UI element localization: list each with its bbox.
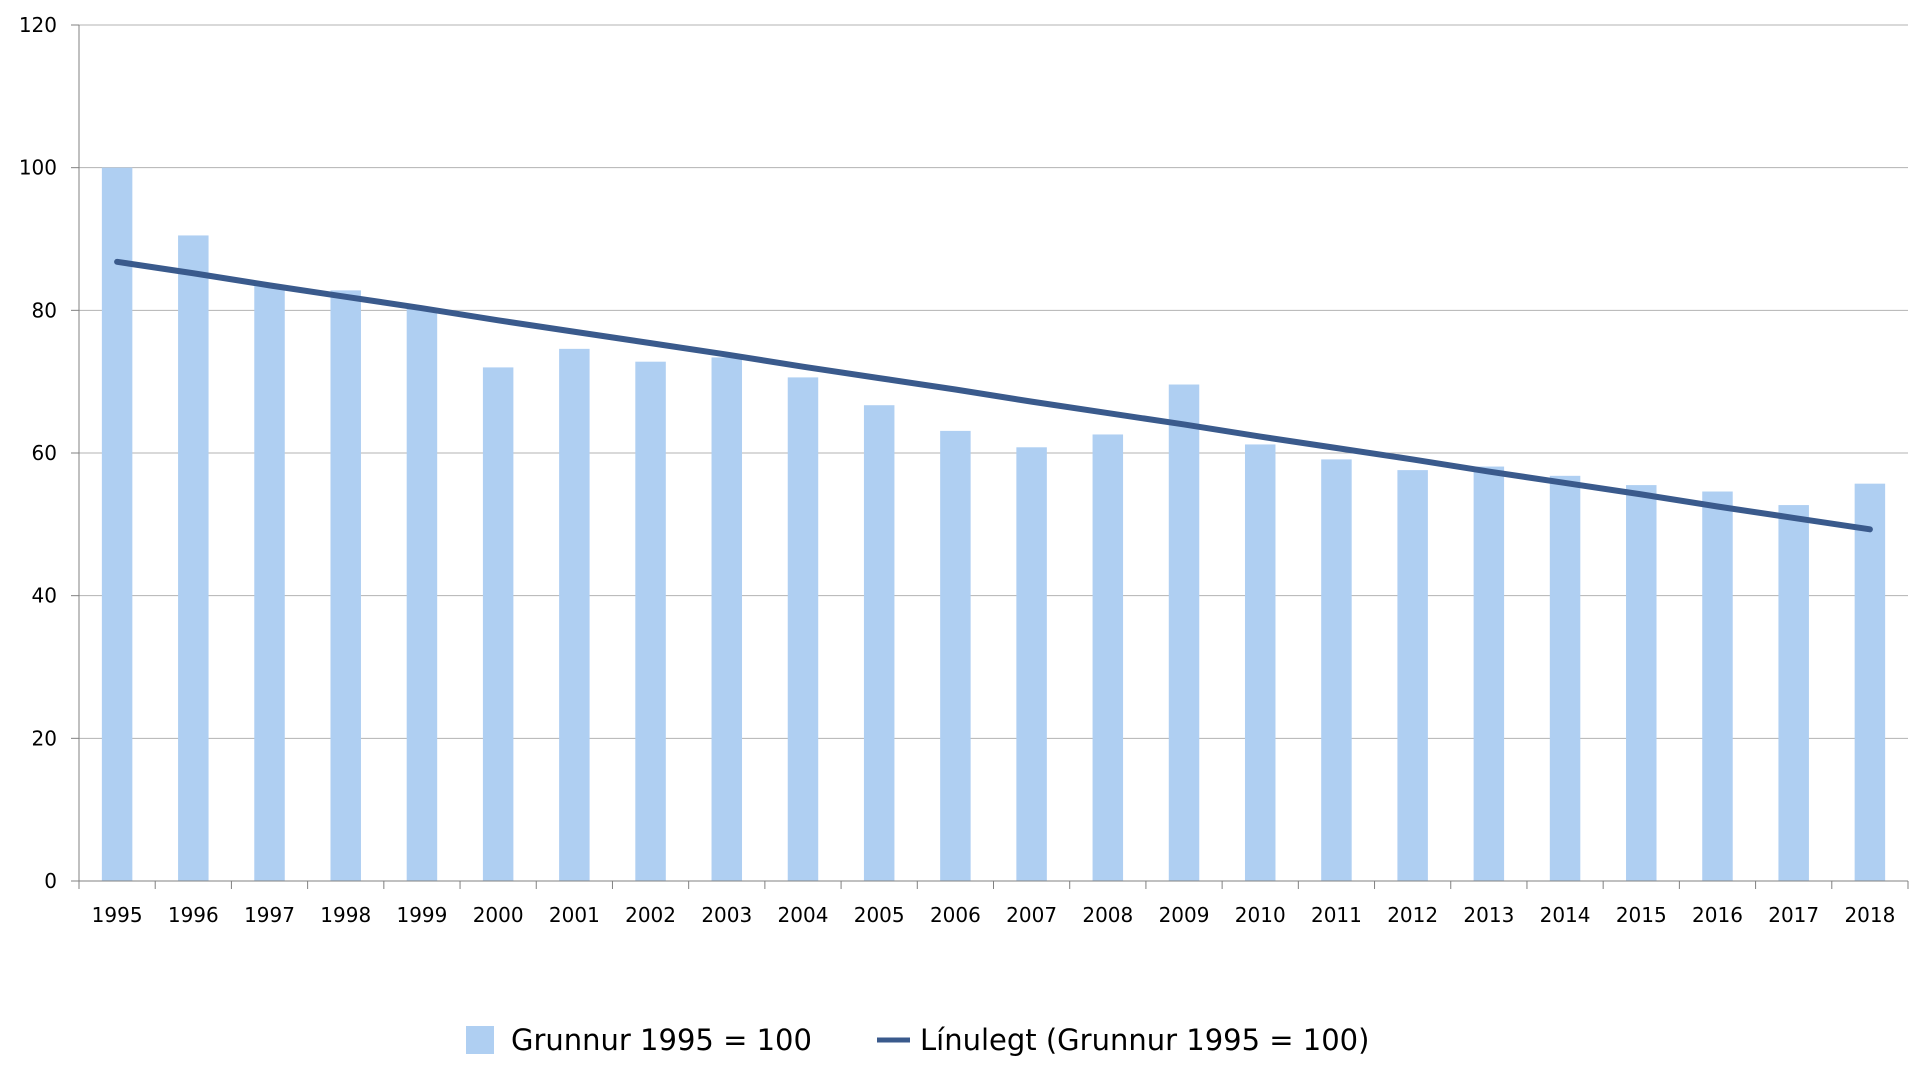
bar (1778, 505, 1809, 881)
bar (863, 405, 895, 881)
bar (1549, 475, 1581, 881)
bar (178, 235, 209, 881)
x-tick-label: 2018 (1844, 903, 1895, 927)
axes (78, 25, 1909, 889)
x-tick-label: 2009 (1159, 903, 1210, 927)
bar (940, 430, 971, 881)
x-tick-labels: 1995 1996 1997 1998 1999 2000 2001 2002 2003 2004… (92, 903, 1896, 927)
x-tick-label: 1998 (320, 903, 371, 927)
bars (101, 167, 1886, 881)
bar (1244, 444, 1276, 881)
bar (711, 357, 743, 881)
x-tick-label: 2002 (625, 903, 676, 927)
legend-label-trend-line: Línulegt (Grunnur 1995 = 100) (920, 1023, 1369, 1057)
x-tick-label: 2003 (701, 903, 752, 927)
bar (1626, 485, 1657, 881)
bar (1473, 466, 1505, 881)
x-tick-label: 1997 (244, 903, 295, 927)
gridlines (71, 24, 1908, 882)
bar (330, 290, 361, 881)
y-tick-label: 40 (32, 584, 57, 608)
x-tick-label: 2015 (1616, 903, 1667, 927)
bar (406, 308, 438, 881)
bar (635, 361, 666, 881)
bar (101, 167, 133, 881)
bar (1854, 483, 1886, 881)
trend-line (114, 258, 1873, 533)
bar (559, 348, 590, 881)
x-tick-label: 2011 (1311, 903, 1362, 927)
y-tick-labels: 0 20 40 60 80 100 120 (19, 13, 57, 893)
x-tick-label: 1999 (396, 903, 447, 927)
bar (1702, 491, 1733, 881)
x-tick-label: 1995 (92, 903, 143, 927)
x-tick-label: 2000 (473, 903, 524, 927)
y-tick-label: 20 (32, 726, 57, 750)
x-tick-label: 2008 (1082, 903, 1133, 927)
legend-swatch-bars (466, 1026, 494, 1054)
trend-line-layer (114, 258, 1873, 533)
bar (1321, 459, 1352, 881)
y-tick-label: 0 (44, 869, 57, 893)
x-tick-label: 2001 (549, 903, 600, 927)
bar (1397, 470, 1428, 881)
bar (1016, 447, 1047, 881)
y-tick-label: 60 (32, 441, 57, 465)
y-tick-label: 120 (19, 13, 57, 37)
x-tick-label: 2013 (1463, 903, 1514, 927)
legend-label-bars: Grunnur 1995 = 100 (511, 1023, 812, 1057)
bar (787, 377, 819, 881)
x-tick-label: 2005 (854, 903, 905, 927)
x-tick-label: 2006 (930, 903, 981, 927)
bar (1168, 384, 1200, 881)
x-tick-label: 2017 (1768, 903, 1819, 927)
bar (482, 367, 514, 881)
x-tick-label: 1996 (168, 903, 219, 927)
x-tick-label: 2007 (1006, 903, 1057, 927)
x-tick-label: 2004 (778, 903, 829, 927)
legend: Grunnur 1995 = 100 Línulegt (Grunnur 199… (466, 1023, 1369, 1057)
x-tick-label: 2012 (1387, 903, 1438, 927)
x-tick-label: 2010 (1235, 903, 1286, 927)
bar (254, 285, 285, 881)
y-tick-label: 100 (19, 156, 57, 180)
bar (1092, 434, 1124, 881)
y-tick-label: 80 (32, 298, 57, 322)
x-tick-label: 2016 (1692, 903, 1743, 927)
x-tick-label: 2014 (1540, 903, 1591, 927)
